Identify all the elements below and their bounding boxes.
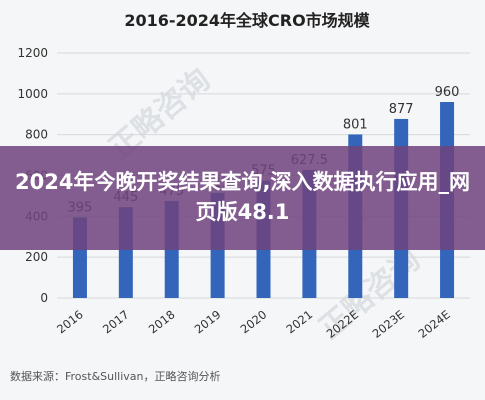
- x-tick-label: 2020: [238, 307, 270, 336]
- x-tick-label: 2021: [284, 307, 316, 336]
- x-tick-label: 2016: [54, 307, 86, 336]
- overlay-banner: 2024年今晚开奖结果查询,深入数据执行应用_网页版48.1: [0, 146, 485, 250]
- x-tick-label: 2017: [100, 307, 132, 336]
- banner-text: 2024年今晚开奖结果查询,深入数据执行应用_网页版48.1: [15, 170, 470, 224]
- value-label-2023E: 877: [389, 102, 414, 117]
- x-tick-label: 2019: [192, 307, 224, 336]
- data-source-note: 数据来源：Frost&Sullivan，正略咨询分析: [10, 369, 221, 383]
- y-tick-label: 1200: [17, 46, 48, 60]
- x-tick-label: 2018: [146, 307, 178, 336]
- y-tick-label: 1000: [17, 87, 48, 101]
- x-tick-label: 2024E: [415, 307, 452, 341]
- value-label-2022E: 801: [343, 117, 368, 132]
- value-label-2024E: 960: [435, 85, 460, 100]
- y-tick-label: 0: [40, 291, 48, 305]
- chart-title: 2016-2024年全球CRO市场规模: [124, 11, 370, 30]
- y-tick-label: 800: [25, 128, 48, 142]
- y-tick-label: 200: [25, 250, 48, 264]
